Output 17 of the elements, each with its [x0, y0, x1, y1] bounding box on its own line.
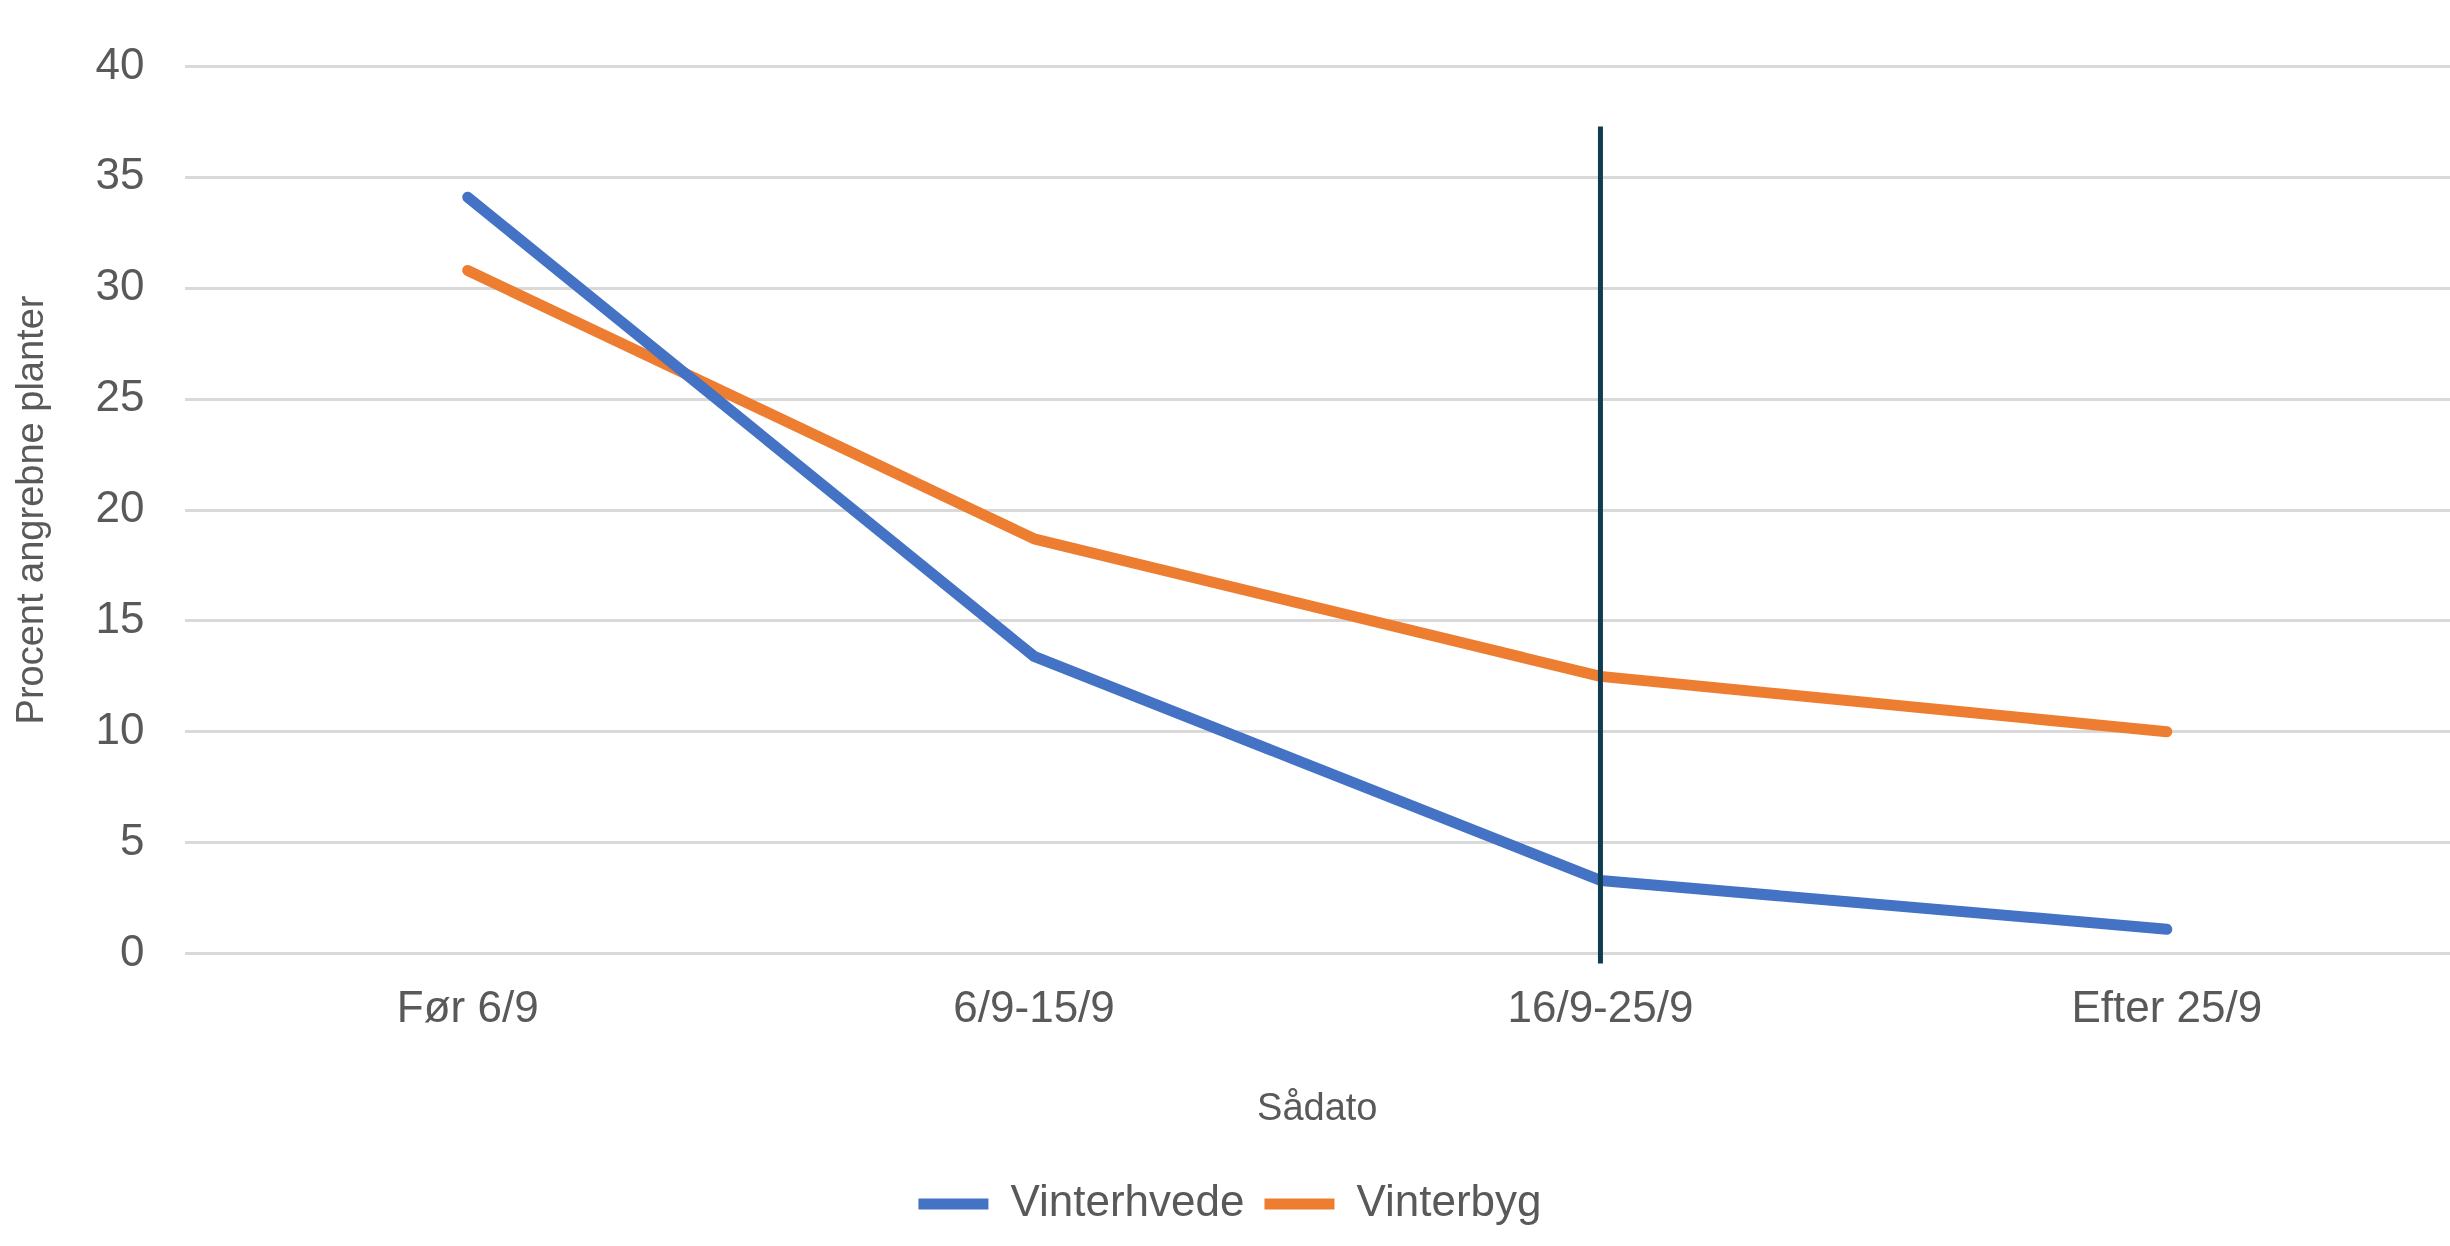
x-axis-title: Sådato — [1257, 1085, 1378, 1128]
x-tick-label: Før 6/9 — [396, 982, 539, 1032]
legend-label: Vinterbyg — [1356, 1176, 1542, 1226]
x-tick-label: 6/9-15/9 — [953, 982, 1115, 1032]
x-tick-label: Efter 25/9 — [2071, 982, 2263, 1032]
y-tick-label: 40 — [95, 38, 145, 88]
y-axis-title: Procent angrebne planter — [9, 295, 52, 725]
y-tick-label: 0 — [120, 925, 145, 975]
y-tick-label: 25 — [95, 371, 145, 421]
y-tick-label: 20 — [95, 482, 145, 532]
y-tick-label: 5 — [120, 814, 145, 864]
y-tick-label: 30 — [95, 260, 145, 310]
y-tick-label: 10 — [95, 703, 145, 753]
y-tick-label: 15 — [95, 593, 145, 643]
x-tick-label: 16/9-25/9 — [1507, 982, 1694, 1032]
legend-label: Vinterhvede — [1010, 1176, 1245, 1226]
y-tick-label: 35 — [95, 149, 145, 199]
